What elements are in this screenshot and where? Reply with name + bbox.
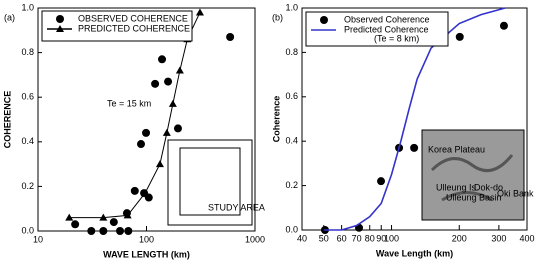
point xyxy=(109,218,118,227)
y-tick-label: 0.4 xyxy=(285,136,298,146)
point xyxy=(195,8,204,16)
x-tick-label: 1000 xyxy=(245,234,265,244)
point xyxy=(142,128,151,137)
inset-label: Ulleung Is. xyxy=(436,182,479,192)
y-tick-label: 1.0 xyxy=(21,2,34,12)
plot-frame xyxy=(301,7,528,231)
legend-box xyxy=(305,11,449,47)
point xyxy=(130,186,139,195)
x-tick-label: 40 xyxy=(297,233,307,243)
x-tick-label: 70 xyxy=(352,233,362,243)
point xyxy=(158,55,167,64)
y-tick-label: 0.0 xyxy=(285,224,298,234)
point xyxy=(99,227,108,235)
inset-label: Oki Bank xyxy=(497,188,534,198)
x-tick-label: 50 xyxy=(319,233,329,243)
inset-label: Dok-do xyxy=(474,182,503,192)
annotation: Te = 15 km xyxy=(107,98,151,108)
point xyxy=(226,32,235,41)
point xyxy=(377,177,386,186)
panel: 0.0 0.2 0.4 0.6 0.8 1.0 10 100 1000 WAVE LENGTH (… xyxy=(2,2,265,259)
y-tick-label: 0.2 xyxy=(285,180,298,190)
legend-box xyxy=(41,10,193,42)
legend-marker xyxy=(56,15,64,23)
y-tick-label: 1.0 xyxy=(285,2,298,12)
legend-label: OBSERVED COHERENCE xyxy=(78,13,188,23)
study-area-box xyxy=(179,147,241,216)
point xyxy=(410,143,419,152)
inset-label: Korea Plateau xyxy=(428,144,485,154)
point xyxy=(151,79,160,88)
panel-label: (a) xyxy=(4,12,15,22)
point xyxy=(164,77,173,86)
y-tick-label: 0.8 xyxy=(285,47,298,57)
point xyxy=(124,227,133,235)
x-tick-label: 200 xyxy=(452,233,467,243)
legend-label: Observed Coherence xyxy=(344,14,430,24)
point xyxy=(155,160,164,168)
point xyxy=(116,227,125,235)
inset-label: Ulleung Basin xyxy=(446,192,502,202)
series-line xyxy=(323,7,506,231)
y-tick-label: 0.4 xyxy=(21,136,34,146)
x-axis-title: Wave Length (km) xyxy=(376,248,453,258)
legend-marker xyxy=(320,16,328,24)
point xyxy=(137,140,146,149)
point xyxy=(499,21,508,30)
point xyxy=(87,227,96,235)
series-line xyxy=(69,12,201,219)
x-tick-label: 100 xyxy=(139,234,154,244)
relief xyxy=(430,154,514,202)
inset-map xyxy=(421,129,525,221)
legend-note: (Te = 8 km) xyxy=(374,33,419,43)
x-tick-label: 400 xyxy=(519,233,534,243)
x-tick-label: 100 xyxy=(384,233,399,243)
x-tick-label: 80 xyxy=(365,233,375,243)
legend-marker xyxy=(56,25,64,32)
y-axis-title: Coherence xyxy=(271,96,281,143)
point xyxy=(123,211,132,219)
x-tick-label: 90 xyxy=(376,233,386,243)
y-tick-label: 0.0 xyxy=(21,225,34,235)
legend-label: Predicted Coherence xyxy=(344,24,429,34)
point xyxy=(455,32,464,41)
point xyxy=(65,213,74,221)
point xyxy=(162,128,171,136)
x-tick-label: 60 xyxy=(337,233,347,243)
point xyxy=(175,66,184,74)
y-axis-title: COHERENCE xyxy=(2,91,12,149)
y-tick-label: 0.6 xyxy=(285,91,298,101)
point xyxy=(141,189,150,197)
point xyxy=(173,124,182,133)
y-tick-label: 0.6 xyxy=(21,92,34,102)
y-tick-label: 0.2 xyxy=(21,181,34,191)
inset-map xyxy=(167,139,253,226)
x-axis-title: WAVE LENGTH (km) xyxy=(103,249,190,259)
x-tick-label: 10 xyxy=(33,234,43,244)
point xyxy=(168,99,177,107)
point xyxy=(71,220,80,229)
point xyxy=(99,213,108,221)
x-tick-label: 300 xyxy=(491,233,506,243)
y-tick-label: 0.8 xyxy=(21,47,34,57)
panel-label: (b) xyxy=(272,12,283,22)
legend-label: PREDICTED COHERENCE xyxy=(78,23,190,33)
inset-label: STUDY AREA xyxy=(208,202,265,212)
